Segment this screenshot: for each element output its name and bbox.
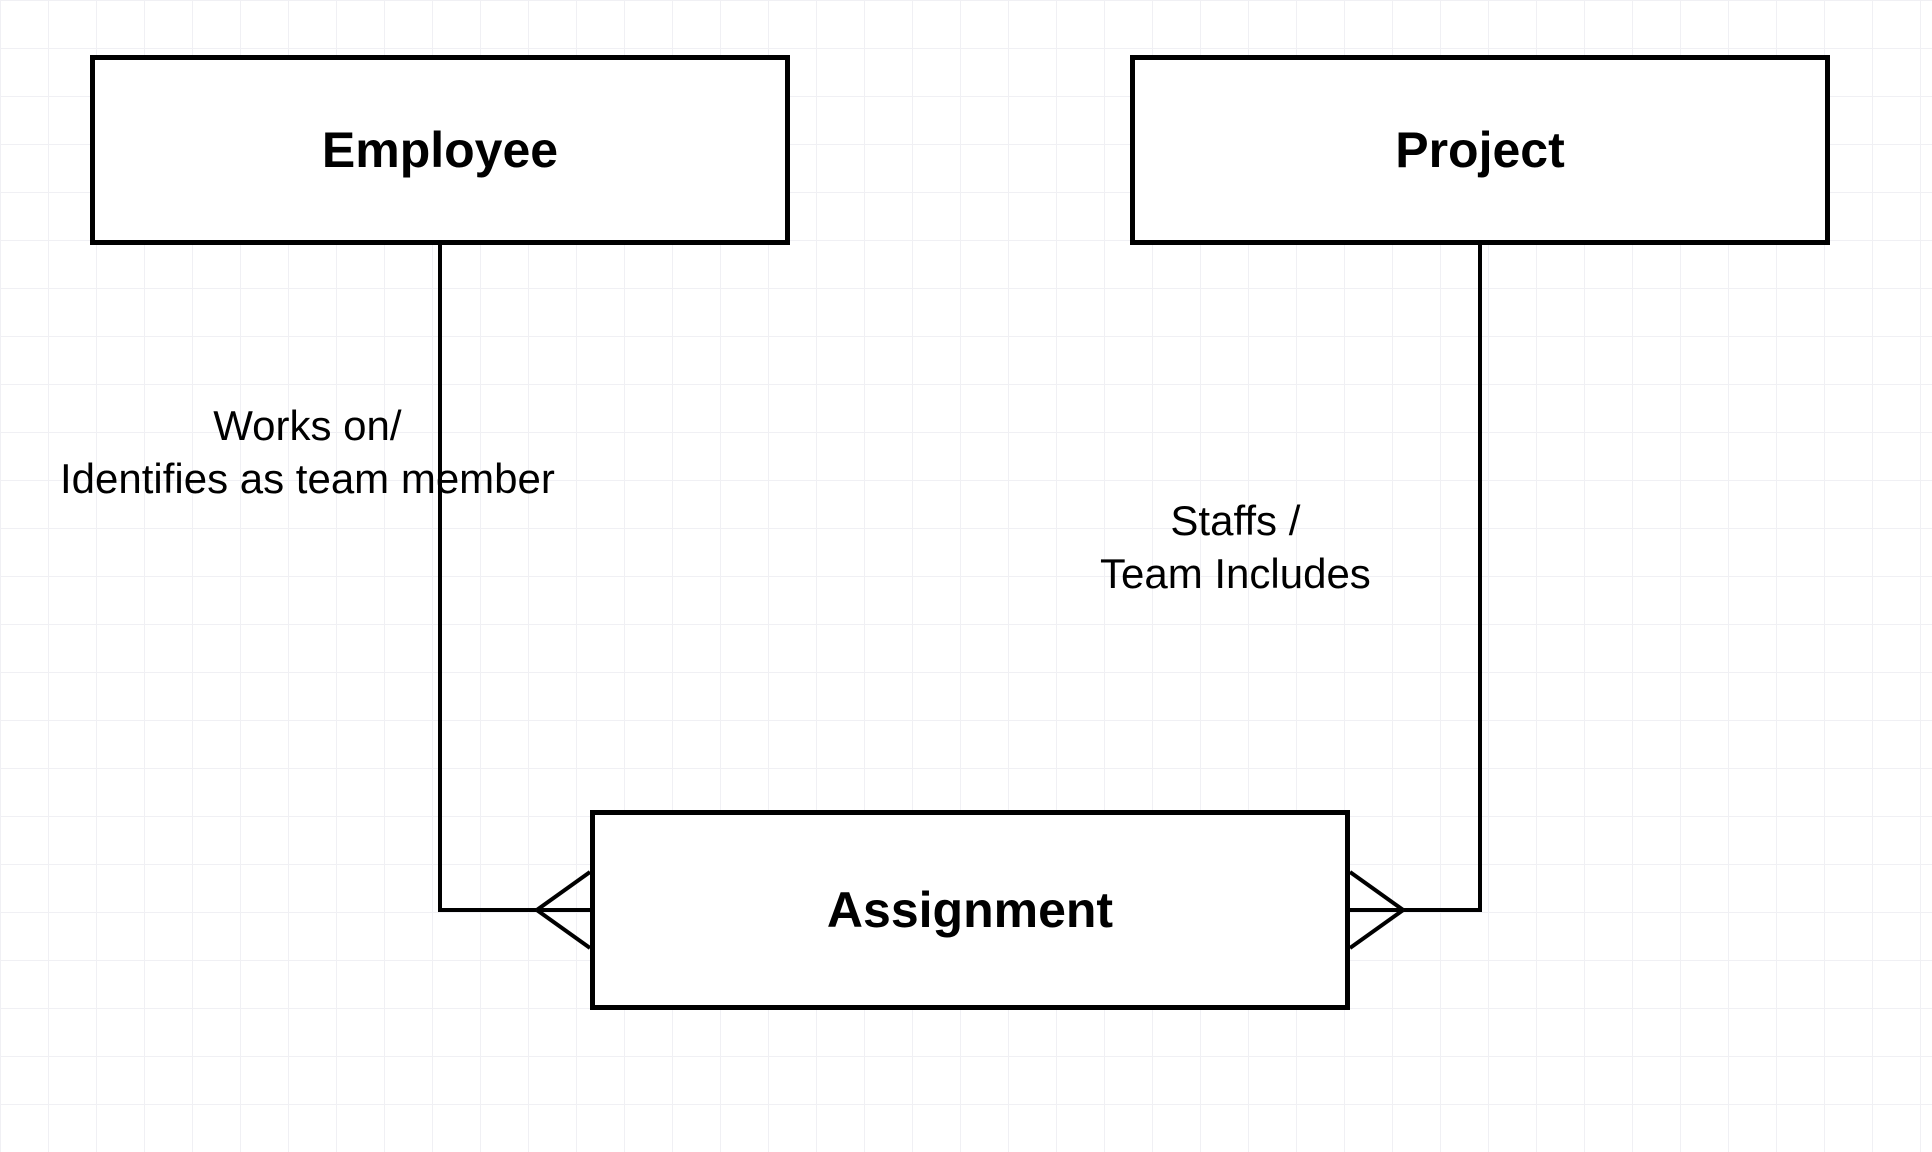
edge-project-assignment-label: Staffs / Team Includes [1100, 495, 1371, 600]
entity-project: Project [1130, 55, 1830, 245]
diagram-canvas: Employee Project Assignment Works on/ Id… [0, 0, 1932, 1152]
entity-project-label: Project [1395, 121, 1565, 179]
entity-assignment: Assignment [590, 810, 1350, 1010]
entity-assignment-label: Assignment [827, 881, 1113, 939]
edge-employee-assignment-label: Works on/ Identifies as team member [60, 400, 555, 505]
entity-employee: Employee [90, 55, 790, 245]
entity-employee-label: Employee [322, 121, 558, 179]
